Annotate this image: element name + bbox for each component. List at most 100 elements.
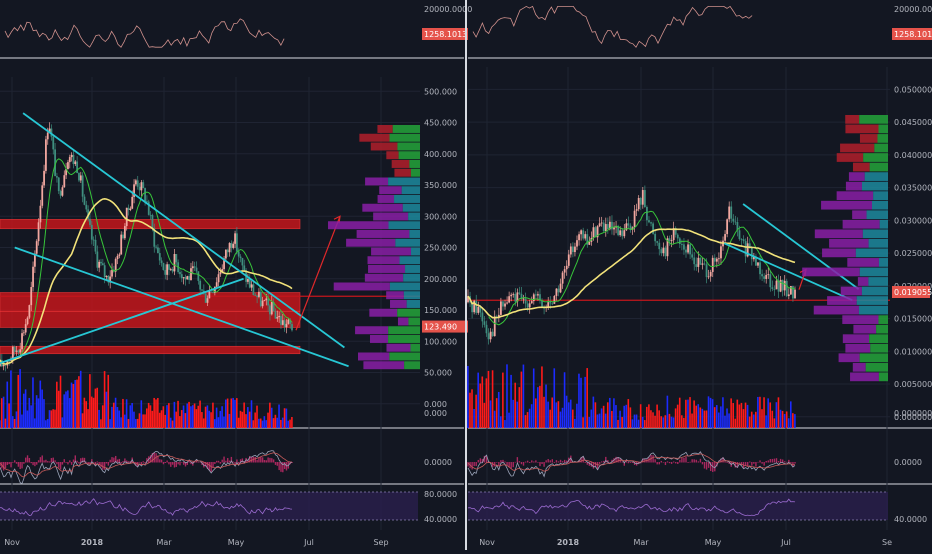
volume-bar xyxy=(256,405,258,428)
macd-histogram-bar xyxy=(502,459,504,463)
volume-bar xyxy=(755,411,757,428)
macd-histogram-bar xyxy=(140,462,143,465)
volume-profile-bar xyxy=(369,308,398,317)
candle-body xyxy=(276,317,279,319)
macd-histogram-bar xyxy=(498,462,500,466)
macd-histogram-bar xyxy=(184,462,187,467)
volume-bar xyxy=(637,419,640,428)
macd-histogram-bar xyxy=(135,462,137,466)
candle-body xyxy=(79,175,82,181)
rsi-band xyxy=(0,492,418,520)
volume-bar xyxy=(621,417,623,428)
left-rsi-pane[interactable]: 80.0000 40.0000 xyxy=(0,490,457,524)
candle-body xyxy=(184,277,187,280)
volume-profile-bar xyxy=(848,172,865,181)
volume-bar xyxy=(763,397,765,428)
volume-bar xyxy=(228,413,231,428)
candle-body xyxy=(215,282,218,287)
volume-bar xyxy=(33,418,36,428)
candle-body xyxy=(483,321,486,325)
macd-histogram-bar xyxy=(600,461,603,463)
volume-profile-bar xyxy=(821,200,873,210)
candle-body xyxy=(76,161,79,173)
y-tick-label: 450.000 xyxy=(424,119,457,128)
rsi-line xyxy=(467,498,796,517)
macd-histogram-bar xyxy=(103,462,106,470)
macd-histogram-bar xyxy=(276,462,279,466)
volume-bar xyxy=(0,398,3,428)
left-macd-pane[interactable]: 0.0000 xyxy=(0,450,452,485)
macd-histogram-bar xyxy=(728,462,730,464)
left-price-axis[interactable]: 500.000 450.000 400.000 350.000 300.000 250.0… xyxy=(422,87,468,409)
macd-histogram-bar xyxy=(254,457,256,463)
candle-body xyxy=(539,294,541,301)
right-time-axis[interactable]: Nov 2018 Mar May Jul Se xyxy=(479,538,892,547)
candle-body xyxy=(713,257,716,262)
candle-body xyxy=(19,349,22,353)
candle-body xyxy=(664,247,667,257)
volume-profile-bar xyxy=(845,343,871,353)
left-time-axis[interactable]: Nov 2018 Mar May Jul Sep xyxy=(4,538,388,547)
volume-bar xyxy=(129,405,132,428)
volume-bar xyxy=(250,400,253,428)
volume-profile-bar xyxy=(827,296,857,305)
candle-body xyxy=(740,239,743,240)
volume-bar xyxy=(524,415,527,428)
macd-histogram-bar xyxy=(258,457,260,463)
volume-profile-bar xyxy=(865,362,888,372)
candle-body xyxy=(467,296,469,303)
candle-body xyxy=(479,306,482,313)
right-btc-reference-pane[interactable]: 20000.0000 1258.1013 xyxy=(472,5,932,48)
macd-signal-line xyxy=(0,452,293,478)
macd-histogram-bar xyxy=(56,462,58,465)
candle-body xyxy=(191,266,194,269)
volume-bar xyxy=(495,398,498,428)
left-btc-reference-pane[interactable]: 20000.0000 1258.1013 xyxy=(4,5,472,48)
candle-body xyxy=(471,302,474,313)
volume-bar xyxy=(223,416,225,428)
volume-bar xyxy=(785,411,788,428)
y-tick-label: 150.000 xyxy=(424,306,457,315)
right-macd-pane[interactable]: 0.0000 xyxy=(467,451,922,478)
volume-bar xyxy=(98,409,100,428)
x-tick-label: Se xyxy=(882,538,892,547)
candle-body xyxy=(578,234,580,241)
volume-bar xyxy=(254,412,256,428)
candle-body xyxy=(68,157,71,163)
candle-body xyxy=(787,294,790,297)
candle-body xyxy=(212,291,214,293)
left-price-candles[interactable] xyxy=(0,122,293,372)
volume-profile-bar xyxy=(368,265,406,273)
last-price-label: 123.490 xyxy=(424,323,457,332)
candle-body xyxy=(103,265,106,278)
candle-body xyxy=(122,234,124,239)
volume-bar xyxy=(522,364,525,428)
macd-histogram-bar xyxy=(67,462,69,465)
macd-histogram-bar xyxy=(63,459,65,463)
y-tick-label: 0.005000 xyxy=(894,380,932,389)
macd-histogram-bar xyxy=(45,459,47,463)
macd-histogram-bar xyxy=(689,461,691,463)
volume-profile-bar xyxy=(866,210,888,220)
macd-histogram-bar xyxy=(627,462,630,464)
macd-histogram-bar xyxy=(724,461,726,463)
volume-bar xyxy=(759,396,761,428)
candle-body xyxy=(615,225,617,228)
candle-body xyxy=(730,206,733,219)
candle-body xyxy=(629,225,632,230)
volume-bar xyxy=(267,412,269,428)
btc-reference-line xyxy=(472,5,753,48)
candle-body xyxy=(70,154,73,158)
candle-body xyxy=(504,303,506,307)
right-price-axis[interactable]: 0.050000 0.045000 0.040000 0.035000 0.030000… xyxy=(892,85,932,422)
volume-axis-label: 0.000 xyxy=(424,409,447,418)
candle-body xyxy=(133,184,135,197)
macd-histogram-bar xyxy=(777,461,780,463)
macd-histogram-bar xyxy=(631,462,634,463)
volume-bar xyxy=(794,414,796,428)
candle-body xyxy=(232,243,235,248)
right-rsi-pane[interactable]: 40.0000 xyxy=(467,491,927,524)
volume-bar xyxy=(652,412,654,428)
volume-bar xyxy=(707,396,710,428)
volume-bar xyxy=(136,418,139,428)
